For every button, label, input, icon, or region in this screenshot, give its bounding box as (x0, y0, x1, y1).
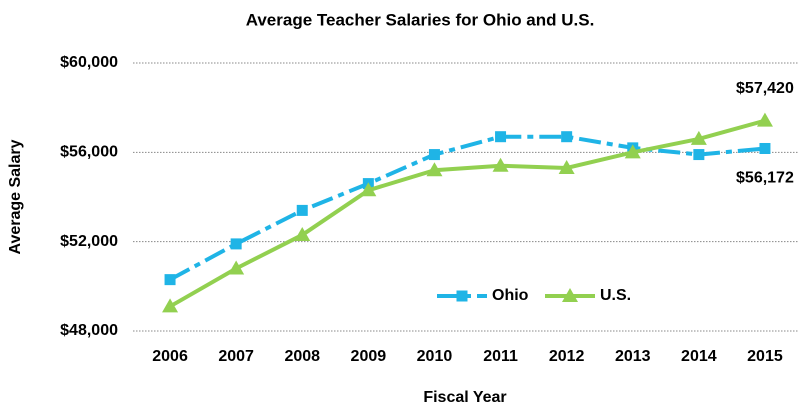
marker (164, 274, 176, 286)
y-tick-label: $60,000 (60, 54, 118, 71)
marker (759, 142, 771, 154)
marker (756, 112, 773, 127)
line (169, 134, 766, 282)
x-tick-label: 2010 (417, 348, 453, 365)
x-tick-label: 2013 (615, 348, 651, 365)
marker (294, 226, 311, 241)
data-label: $56,172 (736, 170, 794, 187)
chart-title: Average Teacher Salaries for Ohio and U.… (246, 10, 595, 29)
x-tick-label: 2014 (681, 348, 717, 365)
line (169, 118, 766, 309)
x-axis-label: Fiscal Year (423, 389, 506, 406)
y-axis-label: Average Salary (7, 139, 24, 254)
marker (230, 238, 242, 250)
marker (562, 288, 578, 302)
marker (558, 159, 575, 174)
data-label: $57,420 (736, 80, 794, 97)
marker (428, 149, 440, 161)
legend-label: Ohio (492, 287, 529, 304)
marker (693, 149, 705, 161)
x-tick-label: 2006 (152, 348, 188, 365)
marker (495, 131, 507, 143)
marker (690, 130, 707, 145)
y-tick-label: $48,000 (60, 322, 118, 339)
marker (456, 290, 468, 302)
marker (296, 204, 308, 216)
x-tick-label: 2009 (351, 348, 387, 365)
marker (492, 157, 509, 172)
x-tick-label: 2011 (483, 348, 518, 365)
marker (561, 131, 573, 143)
legend-label: U.S. (600, 287, 631, 304)
marker (426, 162, 443, 177)
y-tick-label: $52,000 (60, 233, 118, 250)
marker (228, 260, 245, 275)
x-tick-label: 2008 (284, 348, 320, 365)
x-tick-label: 2015 (747, 348, 783, 365)
x-tick-label: 2012 (549, 348, 585, 365)
y-tick-label: $56,000 (60, 144, 118, 161)
marker (624, 144, 641, 159)
marker (162, 298, 179, 313)
marker (360, 182, 377, 197)
x-tick-label: 2007 (218, 348, 254, 365)
